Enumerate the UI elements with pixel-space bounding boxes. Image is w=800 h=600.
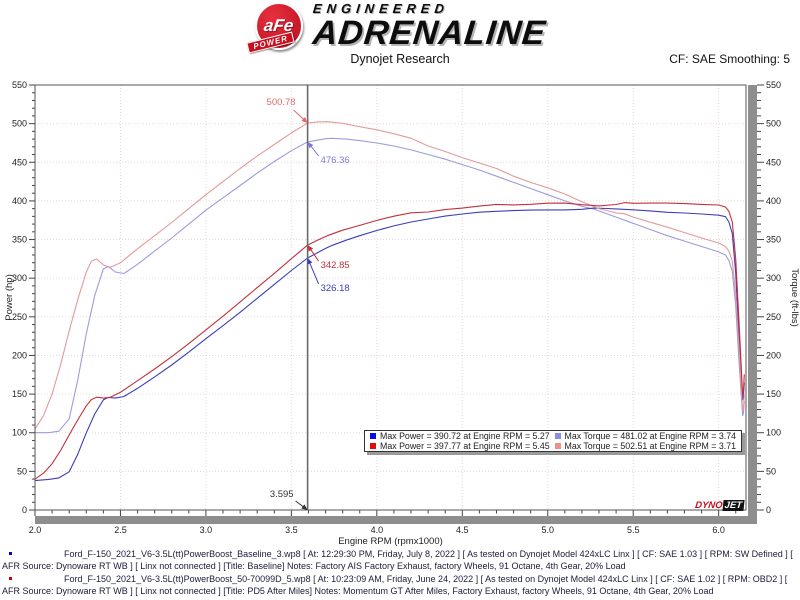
legend-item-max-torque-pd5: Max Torque = 502.51 at Engine RPM = 3.71 [554,441,737,451]
axes: 2.0 2.5 3.0 3.5 4.0 4.5 5.0 5.5 6.0 0 0 50 50 100 100 1… [4,80,800,547]
svg-text:5.0: 5.0 [541,525,554,535]
svg-text:5.5: 5.5 [627,525,640,535]
svg-text:100: 100 [12,428,27,438]
svg-text:300: 300 [12,273,27,283]
x-axis-title: Engine RPM (rpmx1000) [338,536,443,547]
legend-item-max-power-pd5: Max Power = 397.77 at Engine RPM = 5.45 [370,441,551,451]
dynojet-watermark-jet: JET [721,500,745,511]
dynojet-watermark-dyno: DYNO [694,500,724,511]
svg-text:3.5: 3.5 [285,525,298,535]
run-info-text: Ford_F-150_2021_V6-3.5L(tt)PowerBoost_50… [2,574,788,596]
annotation-326.18: 326.18 [321,283,350,294]
svg-text:3.0: 3.0 [200,525,213,535]
svg-text:150: 150 [12,389,27,399]
svg-text:50: 50 [766,466,776,476]
title-row: Dynojet Research CF: SAE Smoothing: 5 [0,52,800,70]
svg-text:150: 150 [766,389,781,399]
legend-item-max-torque-baseline: Max Torque = 481.02 at Engine RPM = 3.74 [554,431,737,441]
svg-text:2.5: 2.5 [114,525,127,535]
svg-text:450: 450 [766,157,781,167]
power-curve-baseline [34,207,745,482]
legend-label: Max Power = 390.72 at Engine RPM = 5.27 [380,431,550,441]
svg-text:350: 350 [12,235,27,245]
svg-text:550: 550 [766,80,781,90]
svg-text:6.0: 6.0 [712,525,725,535]
smoothing-label: CF: SAE Smoothing: 5 [669,52,790,66]
run-bullet-baseline [9,552,12,555]
torque-curve-baseline [35,137,745,434]
svg-text:0: 0 [766,505,771,515]
annotation-342.85: 342.85 [321,260,350,271]
svg-text:50: 50 [17,466,27,476]
run-info-text: Ford_F-150_2021_V6-3.5L(tt)PowerBoost_Ba… [2,549,793,571]
svg-text:2.0: 2.0 [29,525,42,535]
svg-text:200: 200 [766,350,781,360]
chart-title: Dynojet Research [350,52,450,66]
afe-power-logo: aFe POWER [245,2,303,54]
run-info-pd5: Ford_F-150_2021_V6-3.5L(tt)PowerBoost_50… [0,574,796,597]
svg-text:350: 350 [766,235,781,245]
svg-text:400: 400 [766,196,781,206]
svg-text:100: 100 [766,428,781,438]
dynojet-watermark: DYNOJET [687,500,745,511]
run-info-baseline: Ford_F-150_2021_V6-3.5L(tt)PowerBoost_Ba… [0,549,796,572]
annotation-500.78: 500.78 [267,97,296,108]
chart-legend[interactable]: Max Power = 390.72 at Engine RPM = 5.27 … [364,430,742,452]
svg-text:0: 0 [22,505,27,515]
plot-border [34,84,747,511]
curves [34,121,745,482]
svg-text:250: 250 [12,312,27,322]
legend-label: Max Torque = 481.02 at Engine RPM = 3.74 [564,431,737,441]
legend-label: Max Power = 397.77 at Engine RPM = 5.45 [380,441,550,451]
legend-swatch-power-baseline [370,433,376,439]
horizontal-scrollbar[interactable] [35,516,757,524]
annotation-3.595: 3.595 [270,489,294,500]
annotation-476.36: 476.36 [321,155,350,166]
svg-text:550: 550 [12,80,27,90]
legend-swatch-torque-baseline [554,433,561,439]
run-bullet-pd5 [9,577,12,580]
svg-text:250: 250 [766,312,781,322]
svg-text:450: 450 [12,157,27,167]
svg-text:400: 400 [12,196,27,206]
svg-text:500: 500 [12,119,27,129]
legend-label: Max Torque = 502.51 at Engine RPM = 3.71 [564,441,737,451]
annotations: 500.78 476.36 342.85 326.18 3.595 [267,97,350,510]
legend-swatch-power-pd5 [370,443,376,449]
header: aFe POWER ENGINEERED ADRENALINE [0,1,800,54]
svg-text:300: 300 [766,273,781,283]
power-curve-pd5 [34,202,745,480]
torque-curve-pd5 [34,121,745,430]
left-axis-title: Power (hp) [4,274,15,320]
right-axis-title: Torque (ft-lbs) [789,268,800,327]
vertical-scrollbar[interactable] [748,85,757,524]
legend-swatch-torque-pd5 [554,443,561,449]
svg-text:500: 500 [766,119,781,129]
svg-text:200: 200 [12,350,27,360]
run-info-footer: Ford_F-150_2021_V6-3.5L(tt)PowerBoost_Ba… [0,549,796,599]
svg-text:4.5: 4.5 [456,525,469,535]
legend-item-max-power-baseline: Max Power = 390.72 at Engine RPM = 5.27 [370,431,551,441]
svg-text:4.0: 4.0 [371,525,384,535]
